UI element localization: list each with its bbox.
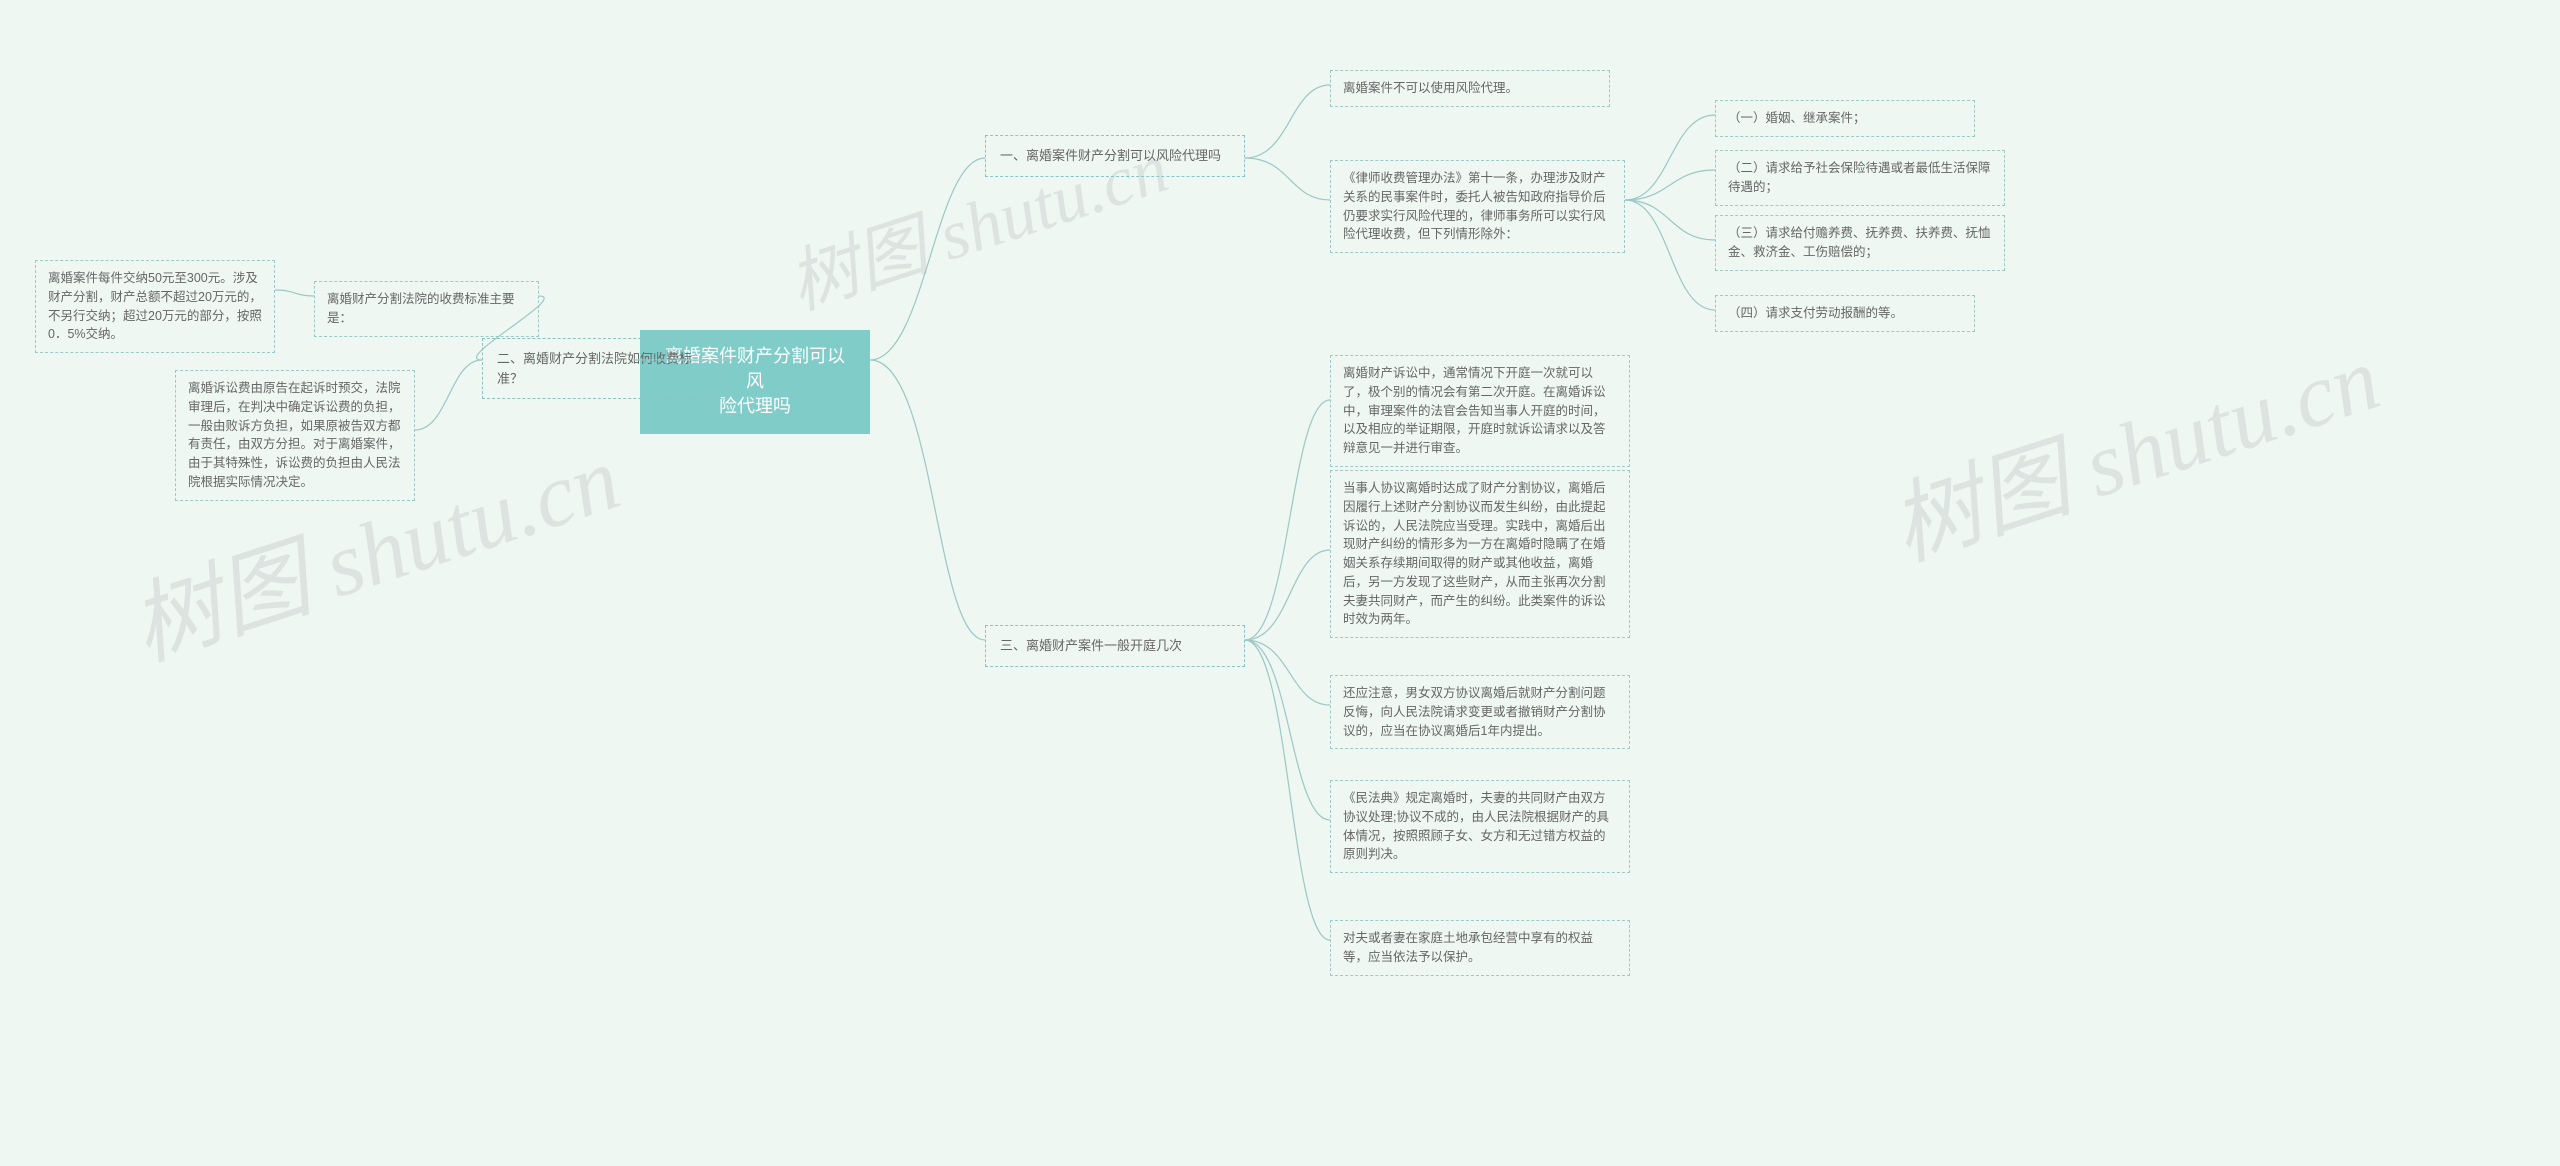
branch-1: 一、离婚案件财产分割可以风险代理吗	[985, 135, 1245, 177]
b2-c2: 离婚诉讼费由原告在起诉时预交，法院审理后，在判决中确定诉讼费的负担，一般由败诉方…	[175, 370, 415, 501]
b3-n1: 离婚财产诉讼中，通常情况下开庭一次就可以了，极个别的情况会有第二次开庭。在离婚诉…	[1330, 355, 1630, 467]
branch-3: 三、离婚财产案件一般开庭几次	[985, 625, 1245, 667]
final-connectors	[0, 0, 2560, 1166]
branch-1-label: 一、离婚案件财产分割可以风险代理吗	[1000, 148, 1221, 163]
b3-n4: 《民法典》规定离婚时，夫妻的共同财产由双方协议处理;协议不成的，由人民法院根据财…	[1330, 780, 1630, 873]
b1-n2-1: （一）婚姻、继承案件；	[1715, 100, 1975, 137]
b3-n3: 还应注意，男女双方协议离婚后就财产分割问题反悔，向人民法院请求变更或者撤销财产分…	[1330, 675, 1630, 749]
b2-c1: 离婚财产分割法院的收费标准主要是：	[314, 281, 539, 337]
watermark: 树图 shutu.cn	[1872, 305, 2392, 585]
branch-3-label: 三、离婚财产案件一般开庭几次	[1000, 638, 1182, 653]
b1-n2-4: （四）请求支付劳动报酬的等。	[1715, 295, 1975, 332]
b3-n5: 对夫或者妻在家庭土地承包经营中享有的权益等，应当依法予以保护。	[1330, 920, 1630, 976]
b1-n2: 《律师收费管理办法》第十一条，办理涉及财产关系的民事案件时，委托人被告知政府指导…	[1330, 160, 1625, 253]
b2-c1-sub: 离婚案件每件交纳50元至300元。涉及财产分割，财产总额不超过20万元的，不另行…	[35, 260, 275, 353]
branch-2-final: 二、离婚财产分割法院如何收费标准？	[482, 338, 727, 399]
b1-n1: 离婚案件不可以使用风险代理。	[1330, 70, 1610, 107]
b1-n2-3: （三）请求给付赡养费、抚养费、扶养费、抚恤金、救济金、工伤赔偿的；	[1715, 215, 2005, 271]
b1-n2-2: （二）请求给予社会保险待遇或者最低生活保障待遇的；	[1715, 150, 2005, 206]
b3-n2: 当事人协议离婚时达成了财产分割协议，离婚后因履行上述财产分割协议而发生纠纷，由此…	[1330, 470, 1630, 638]
